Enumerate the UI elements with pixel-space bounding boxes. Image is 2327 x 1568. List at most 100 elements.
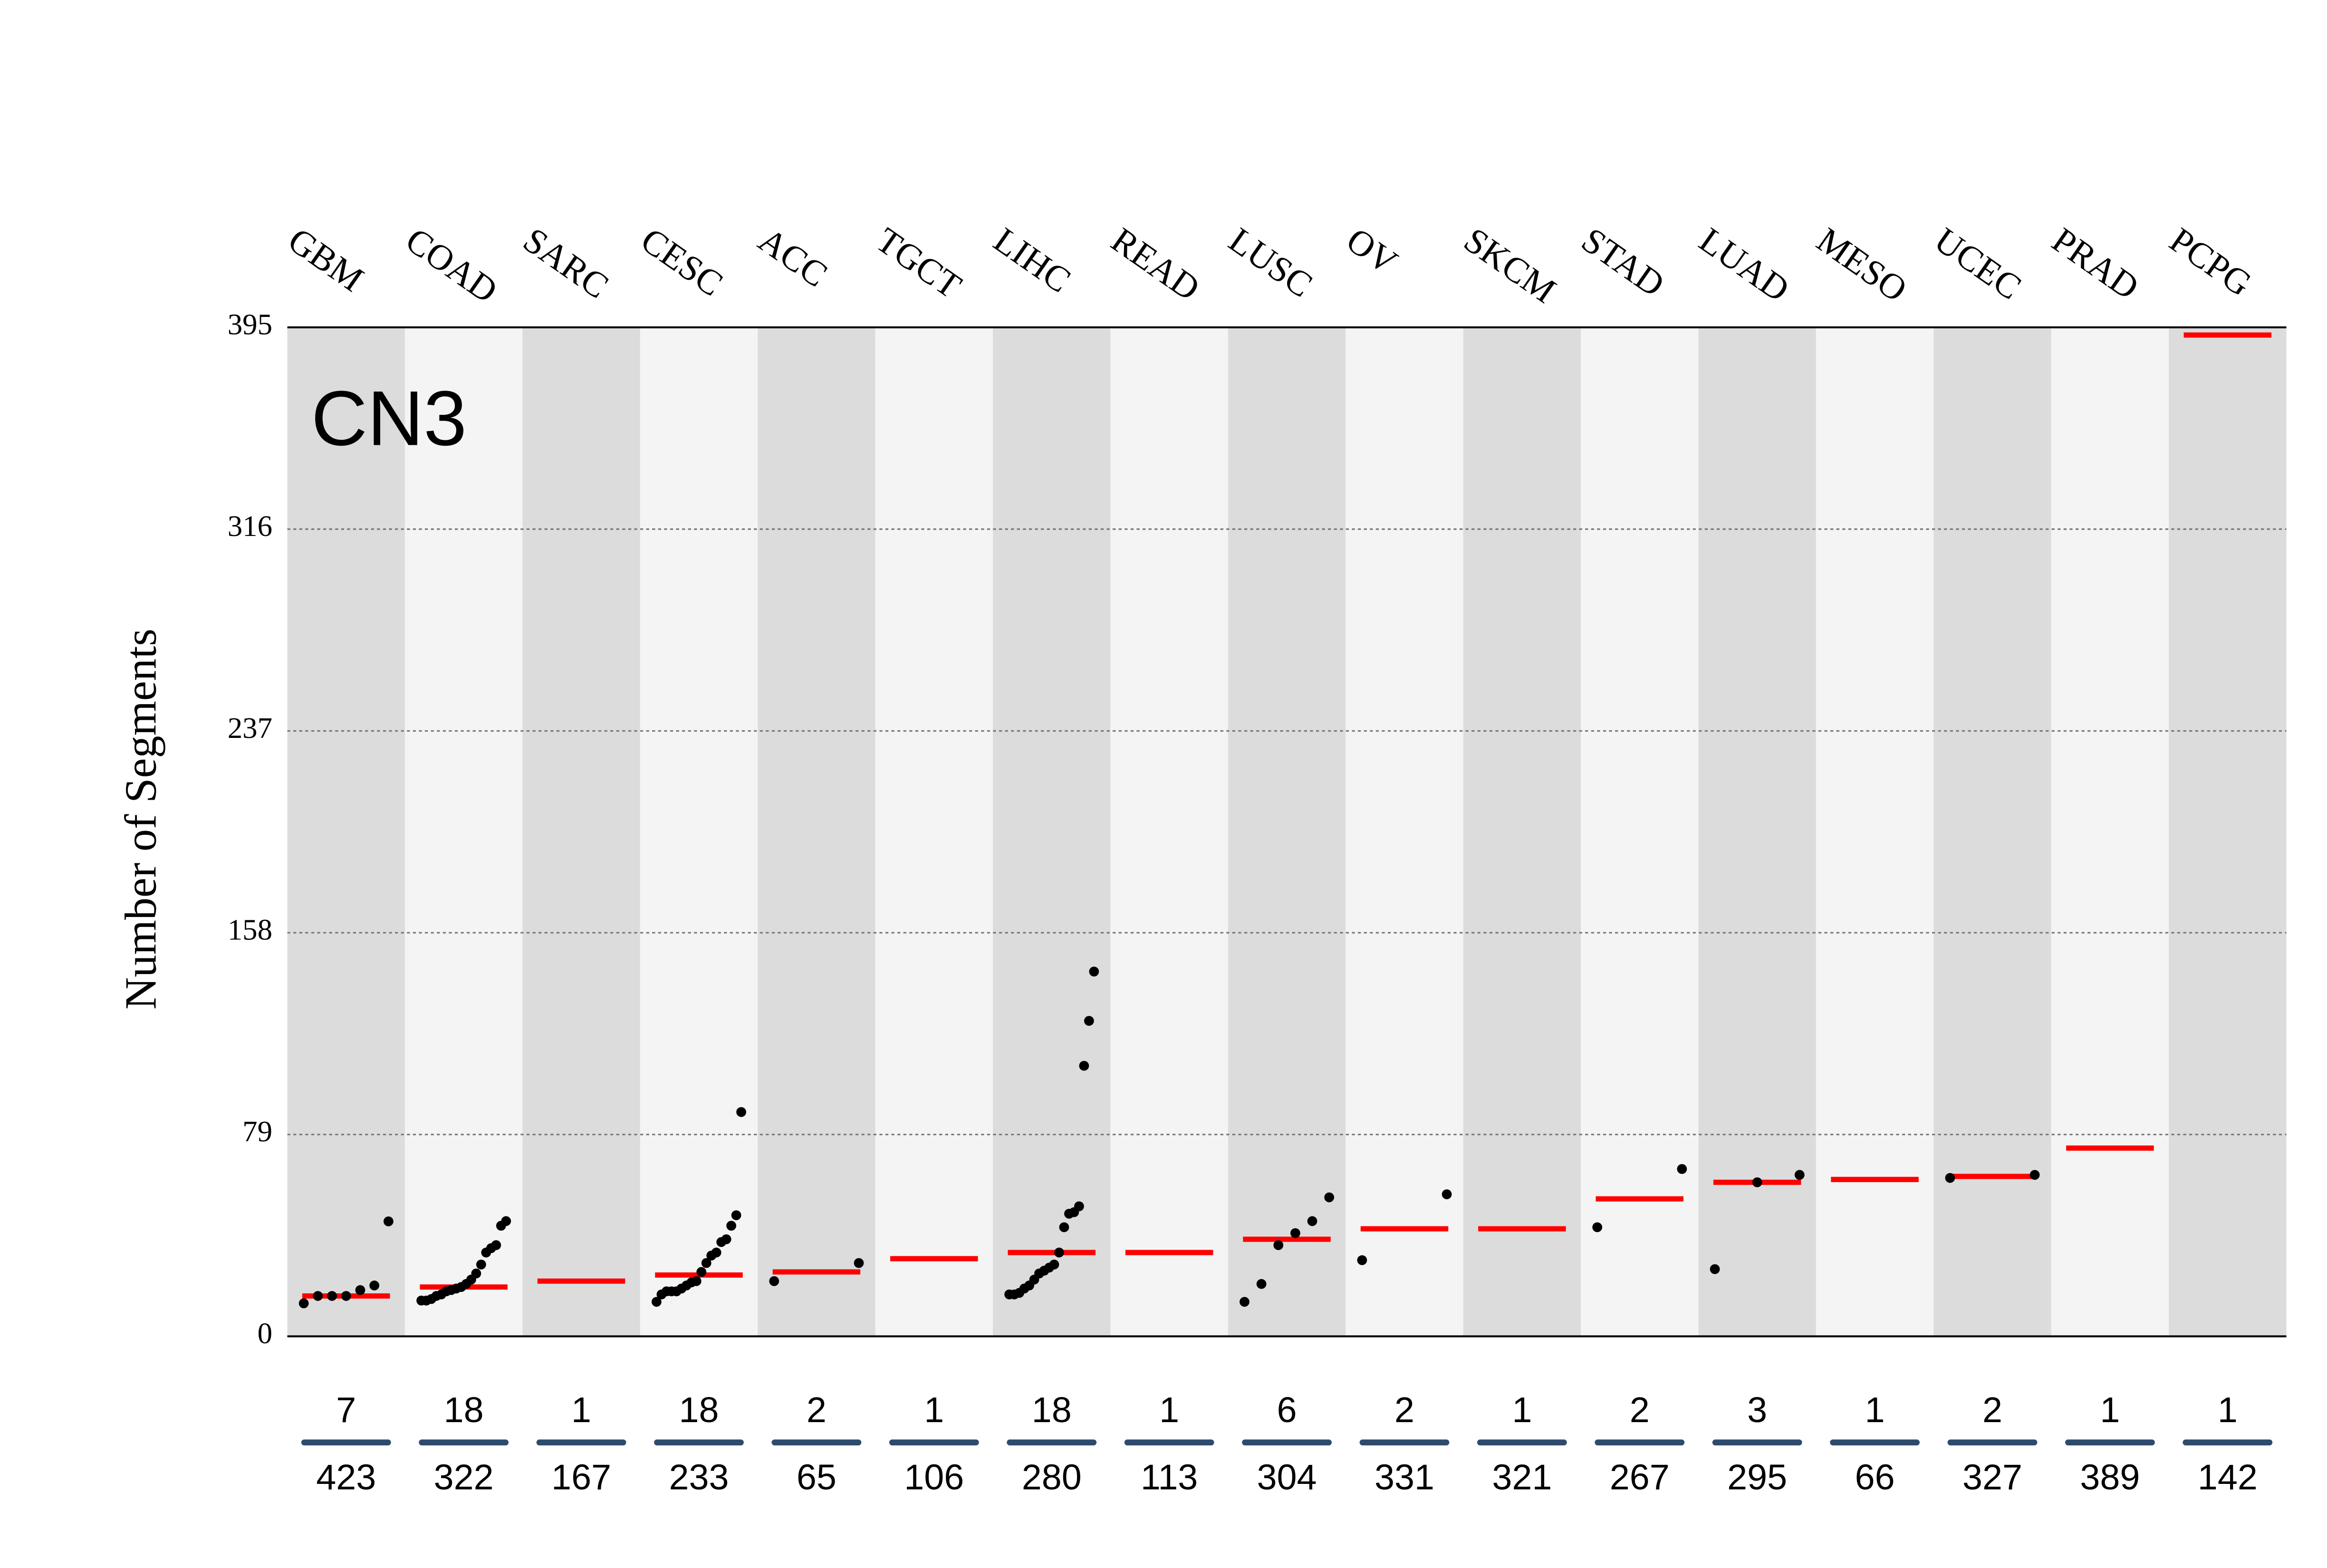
total-label: 304 xyxy=(1257,1457,1317,1497)
data-point xyxy=(341,1291,351,1301)
category-label: READ xyxy=(1104,220,1207,308)
data-point xyxy=(1079,1061,1089,1071)
data-point xyxy=(471,1268,481,1279)
data-point xyxy=(1256,1279,1267,1289)
band xyxy=(2169,327,2287,1337)
data-point xyxy=(1074,1201,1084,1212)
band xyxy=(1816,327,1934,1337)
data-point xyxy=(383,1216,394,1226)
count-label: 1 xyxy=(1865,1390,1885,1430)
total-label: 423 xyxy=(316,1457,376,1497)
data-point xyxy=(1273,1240,1284,1250)
data-point xyxy=(1945,1173,1955,1183)
band xyxy=(1346,327,1463,1337)
total-label: 106 xyxy=(904,1457,964,1497)
band xyxy=(2051,327,2169,1337)
band xyxy=(993,327,1111,1337)
band xyxy=(758,327,875,1337)
category-label: LIHC xyxy=(987,220,1078,300)
annotation: CN3 xyxy=(311,375,467,462)
data-point xyxy=(298,1298,309,1309)
data-point xyxy=(501,1216,511,1226)
category-label: LUAD xyxy=(1692,220,1796,309)
y-tick-label: 237 xyxy=(228,711,272,745)
data-point xyxy=(1059,1222,1069,1233)
count-label: 2 xyxy=(1982,1390,2002,1430)
total-label: 322 xyxy=(434,1457,494,1497)
category-label: SARC xyxy=(516,220,615,306)
band xyxy=(1581,327,1699,1337)
band xyxy=(1463,327,1581,1337)
data-point xyxy=(1290,1228,1300,1238)
category-label: TGCT xyxy=(869,220,968,306)
band xyxy=(522,327,640,1337)
bands xyxy=(287,327,2287,1337)
data-point xyxy=(769,1276,779,1286)
category-label: SKCM xyxy=(1457,220,1563,311)
band xyxy=(640,327,758,1337)
data-point xyxy=(1054,1247,1064,1258)
total-label: 142 xyxy=(2198,1457,2258,1497)
data-point xyxy=(1089,966,1099,977)
data-point xyxy=(491,1240,501,1250)
count-label: 2 xyxy=(807,1390,827,1430)
total-label: 295 xyxy=(1727,1457,1787,1497)
data-point xyxy=(711,1247,721,1258)
data-point xyxy=(1307,1216,1317,1226)
category-label: MESO xyxy=(1809,220,1914,309)
count-label: 6 xyxy=(1277,1390,1297,1430)
data-point xyxy=(1324,1192,1335,1203)
band xyxy=(287,327,405,1337)
data-point xyxy=(1752,1177,1762,1187)
y-tick-label: 158 xyxy=(228,913,272,946)
data-point xyxy=(1049,1259,1059,1270)
category-label: OV xyxy=(1339,220,1404,282)
total-label: 66 xyxy=(1855,1457,1895,1497)
data-point xyxy=(327,1291,337,1301)
data-point xyxy=(701,1258,712,1268)
band xyxy=(1933,327,2051,1337)
data-point xyxy=(1240,1297,1250,1307)
category-label: COAD xyxy=(399,220,505,311)
count-label: 1 xyxy=(1512,1390,1532,1430)
data-point xyxy=(854,1258,864,1268)
count-label: 1 xyxy=(571,1390,591,1430)
data-point xyxy=(736,1107,746,1117)
y-tick-label: 0 xyxy=(258,1317,272,1350)
data-point xyxy=(1442,1189,1452,1199)
count-label: 1 xyxy=(1159,1390,1179,1430)
total-label: 167 xyxy=(551,1457,611,1497)
total-label: 65 xyxy=(797,1457,837,1497)
data-point xyxy=(691,1276,702,1286)
band xyxy=(875,327,993,1337)
band xyxy=(1698,327,1816,1337)
category-label: CESC xyxy=(634,220,730,304)
count-label: 3 xyxy=(1747,1390,1767,1430)
y-tick-label: 395 xyxy=(228,307,272,341)
data-point xyxy=(1592,1222,1603,1233)
count-label: 1 xyxy=(924,1390,944,1430)
data-point xyxy=(731,1210,741,1220)
count-label: 1 xyxy=(2100,1390,2120,1430)
total-label: 280 xyxy=(1022,1457,1082,1497)
total-label: 327 xyxy=(1962,1457,2022,1497)
total-label: 331 xyxy=(1375,1457,1434,1497)
band xyxy=(404,327,523,1337)
data-point xyxy=(726,1221,736,1231)
data-point xyxy=(651,1297,662,1307)
data-point xyxy=(721,1234,731,1244)
data-point xyxy=(1677,1164,1687,1174)
category-label: LUSC xyxy=(1221,220,1319,305)
count-label: 7 xyxy=(336,1390,356,1430)
category-label: PCPG xyxy=(2163,220,2259,304)
data-point xyxy=(1710,1264,1720,1274)
count-label: 18 xyxy=(444,1390,484,1430)
data-point xyxy=(369,1281,380,1291)
category-label: STAD xyxy=(1575,220,1672,305)
data-point xyxy=(1794,1170,1805,1180)
total-label: 267 xyxy=(1610,1457,1670,1497)
band xyxy=(1110,327,1228,1337)
count-label: 1 xyxy=(2218,1390,2238,1430)
